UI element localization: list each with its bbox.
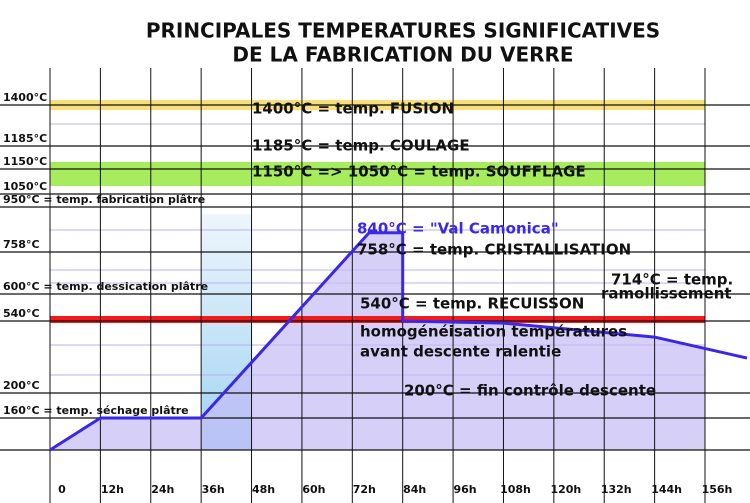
y-tick-label: 540°C: [3, 307, 40, 320]
annotation: homogénéisation températures: [360, 323, 627, 341]
annotation: 840°C = "Val Camonica": [357, 220, 559, 238]
y-tick-label: 758°C: [3, 238, 40, 251]
annotation: 1150°C => 1050°C = temp. SOUFFLAGE: [252, 163, 586, 181]
x-tick-label: 0: [58, 483, 66, 496]
x-tick-label: 72h: [353, 483, 376, 496]
x-tick-label: 84h: [403, 483, 426, 496]
x-tick-label: 132h: [601, 483, 632, 496]
x-tick-label: 144h: [651, 483, 682, 496]
x-tick-label: 48h: [252, 483, 275, 496]
x-tick-label: 60h: [302, 483, 325, 496]
x-tick-label: 12h: [101, 483, 124, 496]
y-tick-label: 1185°C: [3, 132, 47, 145]
soufflage-band: [50, 162, 705, 186]
y-tick-label: 160°C = temp. séchage plâtre: [3, 404, 189, 417]
x-tick-label: 156h: [702, 483, 733, 496]
area: [50, 232, 705, 450]
y-tick-label: 950°C = temp. fabrication plâtre: [3, 193, 205, 206]
red-band: [50, 316, 705, 323]
x-tick-label: 36h: [202, 483, 225, 496]
annotation: 1400°C = temp. FUSION: [252, 100, 454, 118]
y-tick-label: 200°C: [3, 379, 40, 392]
annotation: avant descente ralentie: [360, 343, 561, 361]
y-tick-label: 600°C = temp. dessication plâtre: [3, 280, 208, 293]
annotation: 758°C = temp. CRISTALLISATION: [357, 241, 631, 259]
y-tick-label: 1050°C: [3, 180, 47, 193]
line: [49, 231, 748, 452]
annotation: 714°C = temp.: [611, 271, 733, 289]
x-tick-label: 120h: [550, 483, 581, 496]
y-tick-label: 1400°C: [3, 91, 47, 104]
x-tick-label: 108h: [500, 483, 531, 496]
annotation: 540°C = temp. RECUISSON: [360, 295, 584, 313]
annotation: 200°C = fin contrôle descente: [404, 382, 656, 400]
annotation: 1185°C = temp. COULAGE: [252, 137, 470, 155]
chart-title: PRINCIPALES TEMPERATURES SIGNIFICATIVES: [146, 19, 660, 43]
x-tick-label: 24h: [151, 483, 174, 496]
y-tick-label: 1150°C: [3, 155, 47, 168]
x-tick-label: 96h: [454, 483, 477, 496]
annotation: ramollissement: [601, 285, 732, 303]
chart-title: DE LA FABRICATION DU VERRE: [232, 43, 573, 67]
